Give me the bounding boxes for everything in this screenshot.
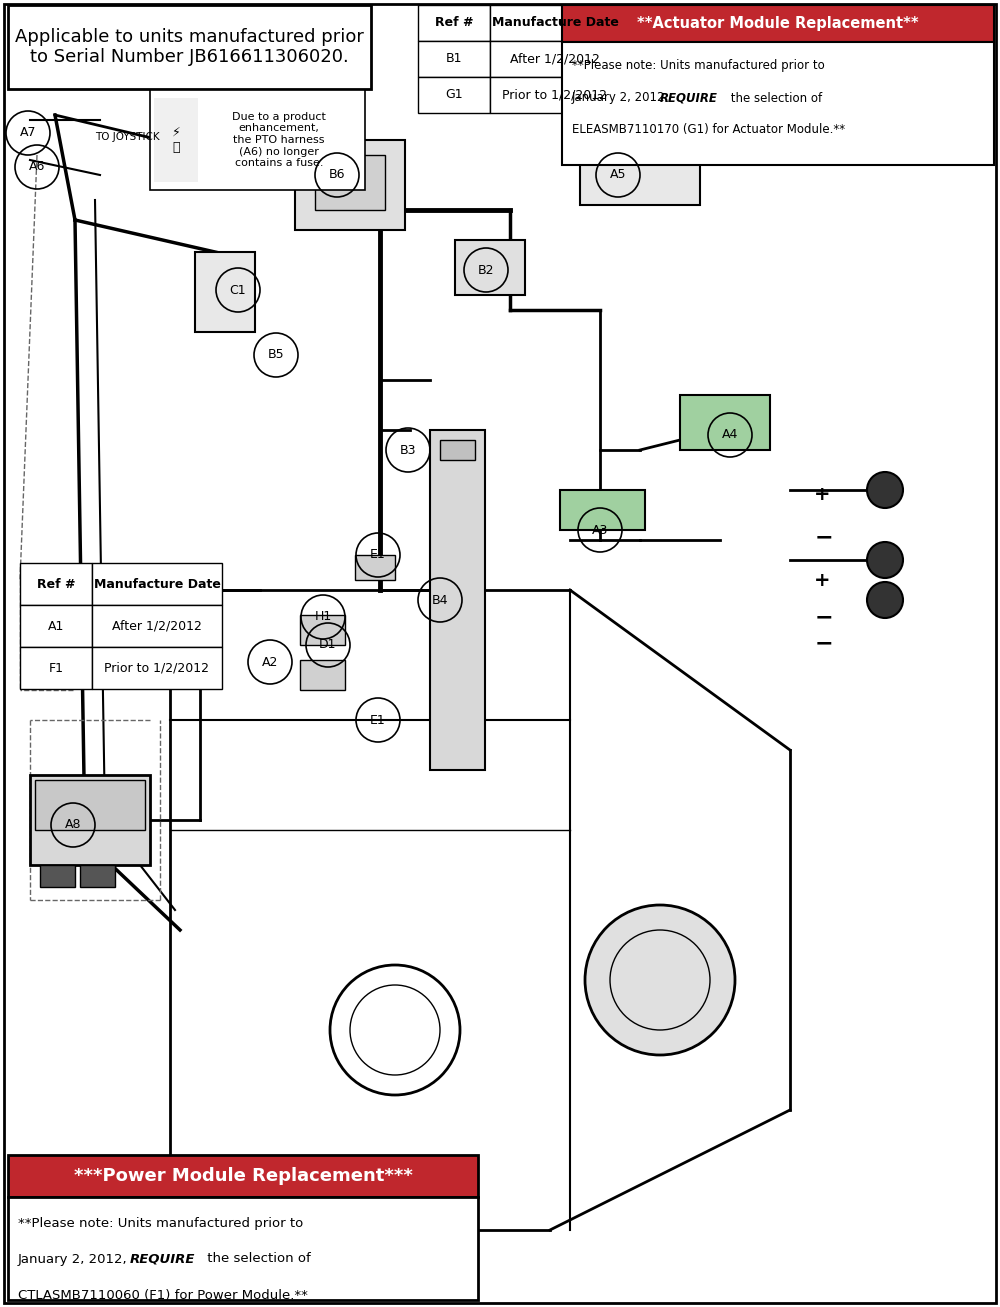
Bar xyxy=(80,865,115,887)
Circle shape xyxy=(585,904,735,1055)
Bar xyxy=(154,98,198,182)
Text: B3: B3 xyxy=(400,443,416,456)
Bar xyxy=(92,563,222,605)
Circle shape xyxy=(867,582,903,618)
Text: A5: A5 xyxy=(610,169,626,182)
Text: −: − xyxy=(815,606,833,627)
Text: Ref #: Ref # xyxy=(37,578,75,591)
Text: ***Power Module Replacement***: ***Power Module Replacement*** xyxy=(74,1167,412,1185)
Bar xyxy=(490,77,620,112)
Bar xyxy=(315,156,385,210)
Bar xyxy=(295,140,405,230)
Bar xyxy=(430,430,485,770)
Text: B1: B1 xyxy=(446,52,462,65)
Bar xyxy=(8,1155,478,1197)
Text: Due to a product
enhancement,
the PTO harness
(A6) no longer
contains a fuse.: Due to a product enhancement, the PTO ha… xyxy=(232,112,326,169)
Bar xyxy=(150,90,365,190)
Bar xyxy=(20,563,92,605)
Text: Manufacture Date: Manufacture Date xyxy=(94,578,220,591)
Bar xyxy=(8,1197,478,1300)
Text: −: − xyxy=(815,633,833,654)
Text: January 2, 2012,: January 2, 2012, xyxy=(572,91,673,105)
Text: +: + xyxy=(814,570,830,589)
Text: January 2, 2012,: January 2, 2012, xyxy=(18,1252,132,1265)
Bar xyxy=(92,605,222,647)
Text: +: + xyxy=(814,485,830,503)
Bar xyxy=(490,41,620,77)
Circle shape xyxy=(867,542,903,578)
Text: B2: B2 xyxy=(478,264,494,277)
Text: Prior to 1/2/2012: Prior to 1/2/2012 xyxy=(104,661,210,674)
Bar xyxy=(562,5,994,42)
Text: G1: G1 xyxy=(445,89,463,102)
Text: B5: B5 xyxy=(268,349,284,362)
Text: C1: C1 xyxy=(230,284,246,297)
Text: Applicable to units manufactured prior
to Serial Number JB616611306020.: Applicable to units manufactured prior t… xyxy=(15,27,364,67)
Text: After 1/2/2012: After 1/2/2012 xyxy=(510,52,600,65)
Text: −: − xyxy=(815,527,833,548)
Bar xyxy=(40,865,75,887)
Bar xyxy=(35,780,145,830)
Bar xyxy=(490,5,620,41)
Text: Ref #: Ref # xyxy=(435,17,473,30)
Bar xyxy=(355,555,395,580)
Text: D1: D1 xyxy=(319,639,337,651)
Text: ELEASMB7110170 (G1) for Actuator Module.**: ELEASMB7110170 (G1) for Actuator Module.… xyxy=(572,123,845,136)
Text: A8: A8 xyxy=(65,818,81,831)
Bar xyxy=(20,647,92,689)
Bar xyxy=(20,605,92,647)
Bar xyxy=(418,77,490,112)
Bar xyxy=(30,775,150,865)
Bar xyxy=(418,41,490,77)
Text: REQUIRE: REQUIRE xyxy=(130,1252,195,1265)
Bar xyxy=(300,660,345,690)
Bar xyxy=(580,145,700,205)
Text: the selection of: the selection of xyxy=(203,1252,311,1265)
Text: A4: A4 xyxy=(722,429,738,442)
Text: Manufacture Date: Manufacture Date xyxy=(492,17,618,30)
Bar xyxy=(92,647,222,689)
Text: E1: E1 xyxy=(370,714,386,727)
Text: B6: B6 xyxy=(329,169,345,182)
Bar xyxy=(195,252,255,332)
Text: A7: A7 xyxy=(20,127,36,140)
Text: A2: A2 xyxy=(262,656,278,668)
Bar xyxy=(680,395,770,450)
Text: the selection of: the selection of xyxy=(727,91,822,105)
Bar xyxy=(562,42,994,165)
Text: CTLASMB7110060 (F1) for Power Module.**: CTLASMB7110060 (F1) for Power Module.** xyxy=(18,1289,308,1302)
Text: E1: E1 xyxy=(370,549,386,562)
Text: A3: A3 xyxy=(592,524,608,536)
Text: **Please note: Units manufactured prior to: **Please note: Units manufactured prior … xyxy=(18,1217,303,1230)
Bar xyxy=(300,616,345,644)
Text: REQUIRE: REQUIRE xyxy=(660,91,718,105)
Text: A1: A1 xyxy=(48,620,64,633)
Text: F1: F1 xyxy=(48,661,64,674)
Bar xyxy=(560,490,645,531)
Text: B4: B4 xyxy=(432,593,448,606)
Text: TO JOYSTICK: TO JOYSTICK xyxy=(95,132,160,142)
Bar xyxy=(8,5,371,89)
Text: After 1/2/2012: After 1/2/2012 xyxy=(112,620,202,633)
Text: H1: H1 xyxy=(314,610,332,623)
Bar xyxy=(455,240,525,295)
Text: A6: A6 xyxy=(29,161,45,174)
Bar xyxy=(418,5,490,41)
Text: ⚡
🔌: ⚡ 🔌 xyxy=(172,125,180,154)
Text: **Please note: Units manufactured prior to: **Please note: Units manufactured prior … xyxy=(572,60,825,72)
Text: **Actuator Module Replacement**: **Actuator Module Replacement** xyxy=(637,16,919,31)
Text: Prior to 1/2/2012: Prior to 1/2/2012 xyxy=(503,89,608,102)
Circle shape xyxy=(867,472,903,508)
Bar xyxy=(440,440,475,460)
